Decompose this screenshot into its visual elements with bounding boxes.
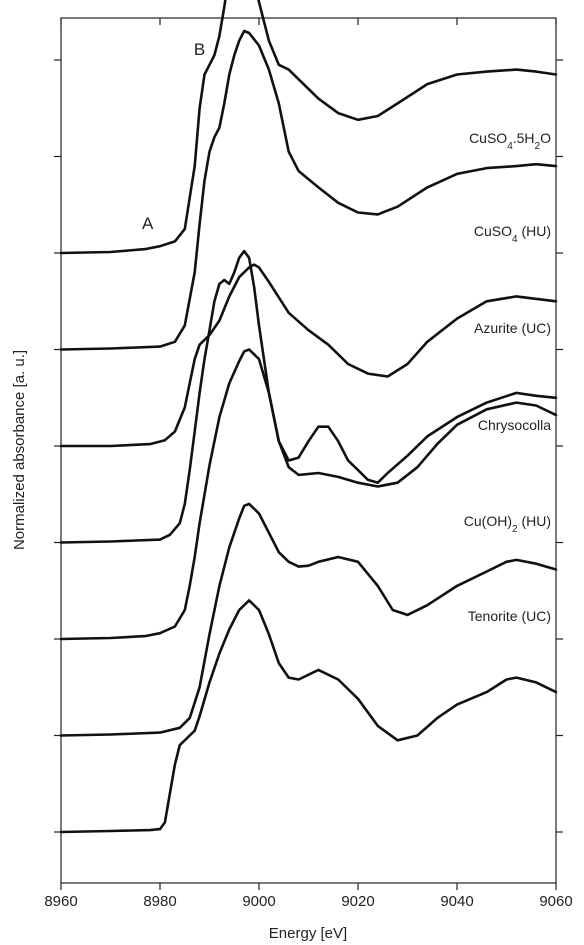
x-tick-label: 9060 bbox=[539, 893, 572, 910]
peak-annotations: ABC bbox=[142, 40, 205, 233]
series-label: Chrysocolla bbox=[478, 417, 551, 433]
x-axis-ticks bbox=[60, 18, 557, 890]
series-label-part: 2 bbox=[512, 524, 518, 535]
series-label-part: Cu(OH) bbox=[464, 513, 512, 529]
series-label-part: 2 bbox=[535, 141, 541, 152]
series-label-part: Chrysocolla bbox=[478, 417, 551, 433]
spectrum-curve bbox=[59, 249, 558, 544]
series-label-part: CuSO bbox=[474, 223, 512, 239]
peak-annotation-b: B bbox=[194, 40, 205, 59]
series-label-part: Tenorite (UC) bbox=[468, 608, 551, 624]
series-label-part: 4 bbox=[512, 234, 518, 245]
spectrum-curve bbox=[59, 599, 558, 834]
series-label-part: O bbox=[540, 130, 551, 146]
series-label: CuSO4.5H2O bbox=[469, 130, 551, 152]
spectra-curves bbox=[59, 0, 558, 834]
series-label-part: (HU) bbox=[518, 223, 551, 239]
spectrum-curve bbox=[59, 0, 558, 255]
y-axis-title: Normalized absorbance [a. u.] bbox=[11, 350, 28, 550]
series-label-part: CuSO bbox=[469, 130, 507, 146]
x-tick-label: 8980 bbox=[143, 893, 176, 910]
spectrum-curve bbox=[59, 348, 558, 641]
series-label: Cu(OH)2 (HU) bbox=[464, 513, 551, 535]
x-axis-tick-labels: 8960 8980 9000 9020 9040 9060 bbox=[44, 893, 572, 910]
x-tick-label: 9020 bbox=[341, 893, 374, 910]
series-label-part: Azurite (UC) bbox=[474, 320, 551, 336]
x-tick-label: 8960 bbox=[44, 893, 77, 910]
x-tick-label: 9000 bbox=[242, 893, 275, 910]
peak-annotation-a: A bbox=[142, 214, 154, 233]
x-axis-title: Energy [eV] bbox=[269, 925, 347, 942]
series-label-part: .5H bbox=[513, 130, 535, 146]
spectrum-curve bbox=[59, 263, 558, 448]
x-tick-label: 9040 bbox=[440, 893, 473, 910]
spectrum-curve bbox=[59, 502, 558, 737]
series-label-part: (HU) bbox=[518, 513, 551, 529]
series-label: Azurite (UC) bbox=[474, 320, 551, 336]
series-label: CuSO4 (HU) bbox=[474, 223, 551, 245]
plot-frame bbox=[60, 17, 557, 884]
series-label-part: 4 bbox=[507, 141, 513, 152]
series-label: Tenorite (UC) bbox=[468, 608, 551, 624]
spectrum-curve bbox=[59, 29, 558, 351]
